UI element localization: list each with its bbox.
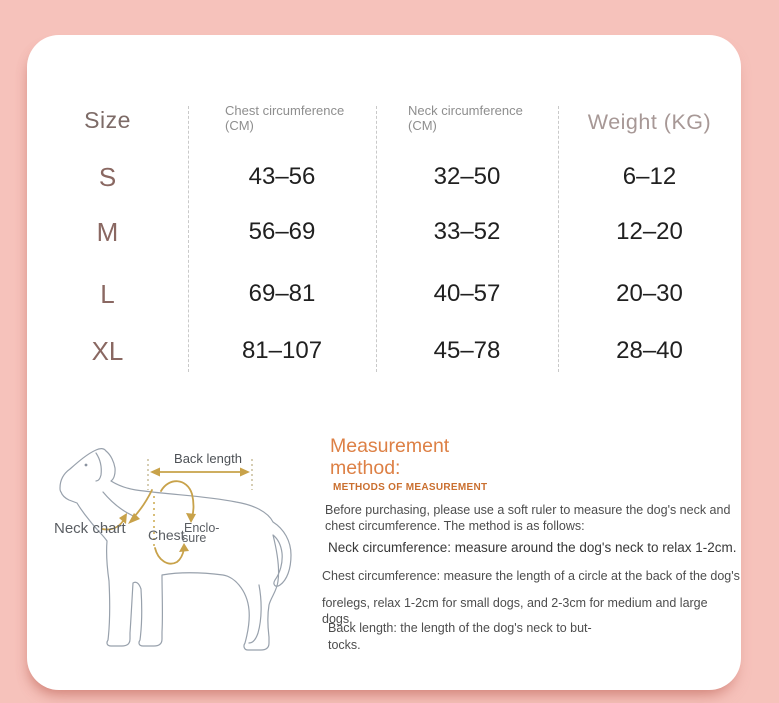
measurement-method-title: Measurement method: [330,435,449,479]
size-value: S [98,162,117,192]
neck-instruction-text: Neck circumference: measure around the d… [328,540,737,555]
back-length-arrowhead-left [150,467,160,477]
dog-body-outline [59,448,292,651]
neck-value: 32–50 [433,163,501,190]
table-row-xl: XL 81–107 45–78 28–40 [27,331,741,371]
neck-chart-label: Neck chart [54,520,126,537]
column-header-neck-line1: Neck circumference [408,103,523,118]
neck-value: 40–57 [433,280,501,307]
enclosure-label-line2: sure [182,531,207,545]
chest-instruction-line2: forelegs, relax 1-2cm for small dogs, an… [322,596,708,626]
back-length-arrowhead-right [240,467,250,477]
dog-far-hindleg-line [248,584,262,644]
size-value: M [96,217,119,247]
chest-value: 69–81 [248,280,316,307]
size-chart-card: Size Chest circumference (CM) Neck circu… [27,35,741,690]
dog-ear-line [95,452,102,482]
table-row-l: L 69–81 40–57 20–30 [27,274,741,314]
table-row-m: M 56–69 33–52 12–20 [27,212,741,252]
column-divider [376,106,377,372]
column-divider [188,106,189,372]
neck-value: 45–78 [433,337,501,364]
back-instruction-line1: Back length: the length of the dog's nec… [328,621,592,635]
girth-lower-arc [154,547,185,565]
size-value: XL [91,336,124,366]
dog-neck-line [102,491,139,519]
measurement-method-subtitle: METHODS OF MEASUREMENT [333,482,488,493]
chest-value: 81–107 [241,337,323,364]
measurement-method-title-line2: method: [330,457,401,479]
neck-arrowhead [128,513,140,524]
weight-value: 28–40 [616,337,683,364]
enclosure-label-line1: Enclo- [184,521,220,535]
column-header-weight: Weight (KG) [587,110,712,134]
girth-up-arrowhead [179,543,189,552]
dog-measurement-diagram: Back length Neck chart Chest Enclo- sure [40,434,340,684]
size-value: L [100,279,115,309]
column-header-chest: Chest circumference (CM) [225,103,345,133]
measurement-intro-text: Before purchasing, please use a soft rul… [325,503,731,533]
column-header-chest-line2: (CM) [225,117,254,133]
chest-value: 56–69 [248,218,316,245]
weight-value: 6–12 [622,163,677,190]
neck-value: 33–52 [433,218,501,245]
neck-chart-arrowhead [119,513,127,524]
column-header-chest-line1: Chest circumference [225,103,345,118]
enclosure-arc [160,480,195,518]
column-divider [558,106,559,372]
dog-eye [84,463,88,467]
chest-instruction-line1: Chest circumference: measure the length … [322,569,740,583]
weight-value: 20–30 [616,280,683,307]
column-header-size: Size [84,107,131,133]
enclosure-label: Enclo- sure [182,521,220,545]
chest-value: 43–56 [248,163,316,190]
enclosure-arrowhead [186,513,196,523]
table-row-s: S 43–56 32–50 6–12 [27,157,741,197]
column-header-neck-line2: (CM) [408,117,437,133]
chest-label: Chest [148,527,185,543]
measurement-method-title-line1: Measurement [330,435,450,457]
dog-outline-illustration [59,448,292,651]
weight-value: 12–20 [616,218,683,245]
column-header-neck: Neck circumference (CM) [408,103,523,133]
back-instruction-line2: tocks. [328,638,361,652]
back-length-label: Back length [174,451,242,466]
